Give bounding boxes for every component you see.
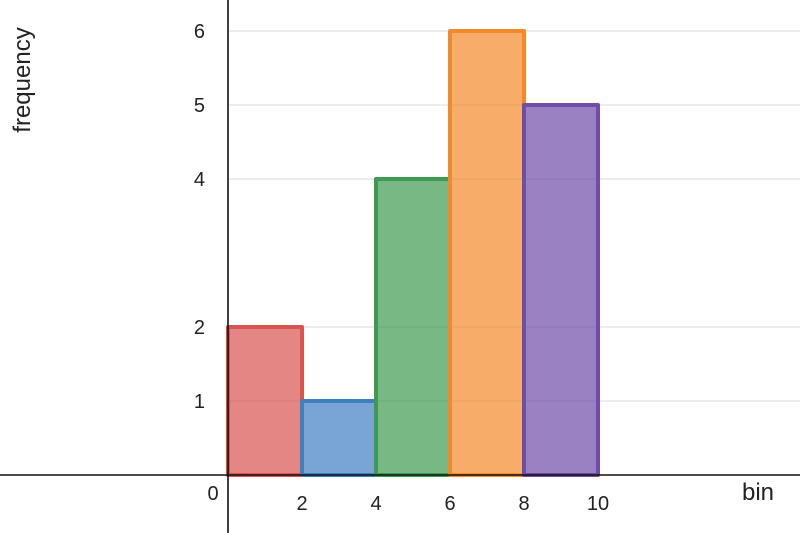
bars: [226, 29, 600, 477]
x-tick-label: 2: [296, 493, 307, 515]
histogram-bar: [300, 399, 378, 477]
x-tick-labels: 0 2 4 6 8 10: [207, 483, 609, 515]
x-tick-label: 10: [587, 493, 609, 515]
y-tick-label: 1: [194, 391, 205, 413]
histogram-bar: [226, 325, 304, 477]
x-tick-label: 0: [207, 483, 218, 505]
y-tick-label: 5: [194, 95, 205, 117]
y-axis-label: frequency: [9, 27, 36, 132]
histogram-bar: [448, 29, 526, 477]
histogram-bar: [374, 177, 452, 477]
y-tick-label: 2: [194, 317, 205, 339]
x-tick-label: 8: [518, 493, 529, 515]
x-tick-label: 4: [370, 493, 381, 515]
x-tick-label: 6: [444, 493, 455, 515]
y-tick-label: 4: [194, 169, 205, 191]
y-tick-label: 6: [194, 21, 205, 43]
y-tick-labels: 1 2 4 5 6: [194, 21, 205, 413]
x-axis-label: bin: [742, 479, 774, 506]
histogram-bar: [522, 103, 600, 477]
